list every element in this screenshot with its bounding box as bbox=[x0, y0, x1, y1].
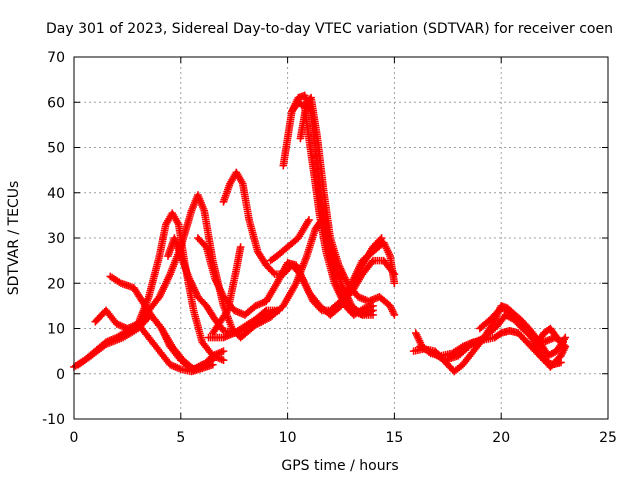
y-axis-label: SDTVAR / TECUs bbox=[6, 181, 22, 296]
axes-layer: 0 5 10 15 20 25 -10 0 10 20 30 40 50 60 70 bbox=[42, 50, 617, 446]
data-series-20 bbox=[531, 324, 570, 351]
data-point bbox=[236, 243, 245, 251]
data-point bbox=[377, 234, 386, 242]
data-layer bbox=[70, 91, 570, 376]
data-series-9 bbox=[209, 243, 245, 337]
data-point bbox=[219, 347, 228, 355]
data-series-14 bbox=[326, 238, 399, 315]
data-point bbox=[305, 216, 313, 224]
data-point bbox=[219, 356, 228, 364]
y-tick-label: 30 bbox=[47, 231, 65, 247]
y-tick-label: 50 bbox=[47, 141, 65, 157]
x-tick-label: 10 bbox=[279, 430, 297, 446]
chart-title: Day 301 of 2023, Sidereal Day-to-day VTE… bbox=[46, 21, 613, 37]
data-series-15 bbox=[266, 216, 313, 265]
x-tick-label: 15 bbox=[385, 430, 403, 446]
x-axis-label: GPS time / hours bbox=[281, 458, 398, 474]
y-tick-label: 0 bbox=[56, 367, 65, 383]
data-series-12 bbox=[288, 98, 377, 319]
x-tick-label: 0 bbox=[70, 430, 79, 446]
data-series-13 bbox=[296, 93, 399, 319]
data-point bbox=[557, 358, 565, 367]
y-tick-label: 20 bbox=[47, 276, 65, 292]
x-tick-label: 5 bbox=[176, 430, 185, 446]
x-tick-label: 25 bbox=[599, 430, 617, 446]
plot-frame bbox=[73, 56, 609, 420]
grid-layer bbox=[74, 57, 608, 419]
data-point bbox=[369, 311, 377, 319]
y-tick-label: 40 bbox=[47, 186, 65, 202]
data-series-4 bbox=[106, 272, 217, 374]
data-point bbox=[561, 342, 570, 351]
y-tick-label: 10 bbox=[47, 322, 65, 338]
data-series-6 bbox=[164, 234, 281, 337]
data-point bbox=[390, 311, 399, 319]
data-point bbox=[561, 333, 570, 342]
y-tick-label: -10 bbox=[42, 412, 65, 428]
x-tick-label: 20 bbox=[492, 430, 510, 446]
data-point bbox=[209, 356, 217, 364]
y-tick-label: 60 bbox=[47, 95, 65, 111]
data-series-1 bbox=[70, 209, 228, 371]
y-tick-label: 70 bbox=[47, 50, 65, 66]
data-point bbox=[390, 279, 399, 288]
